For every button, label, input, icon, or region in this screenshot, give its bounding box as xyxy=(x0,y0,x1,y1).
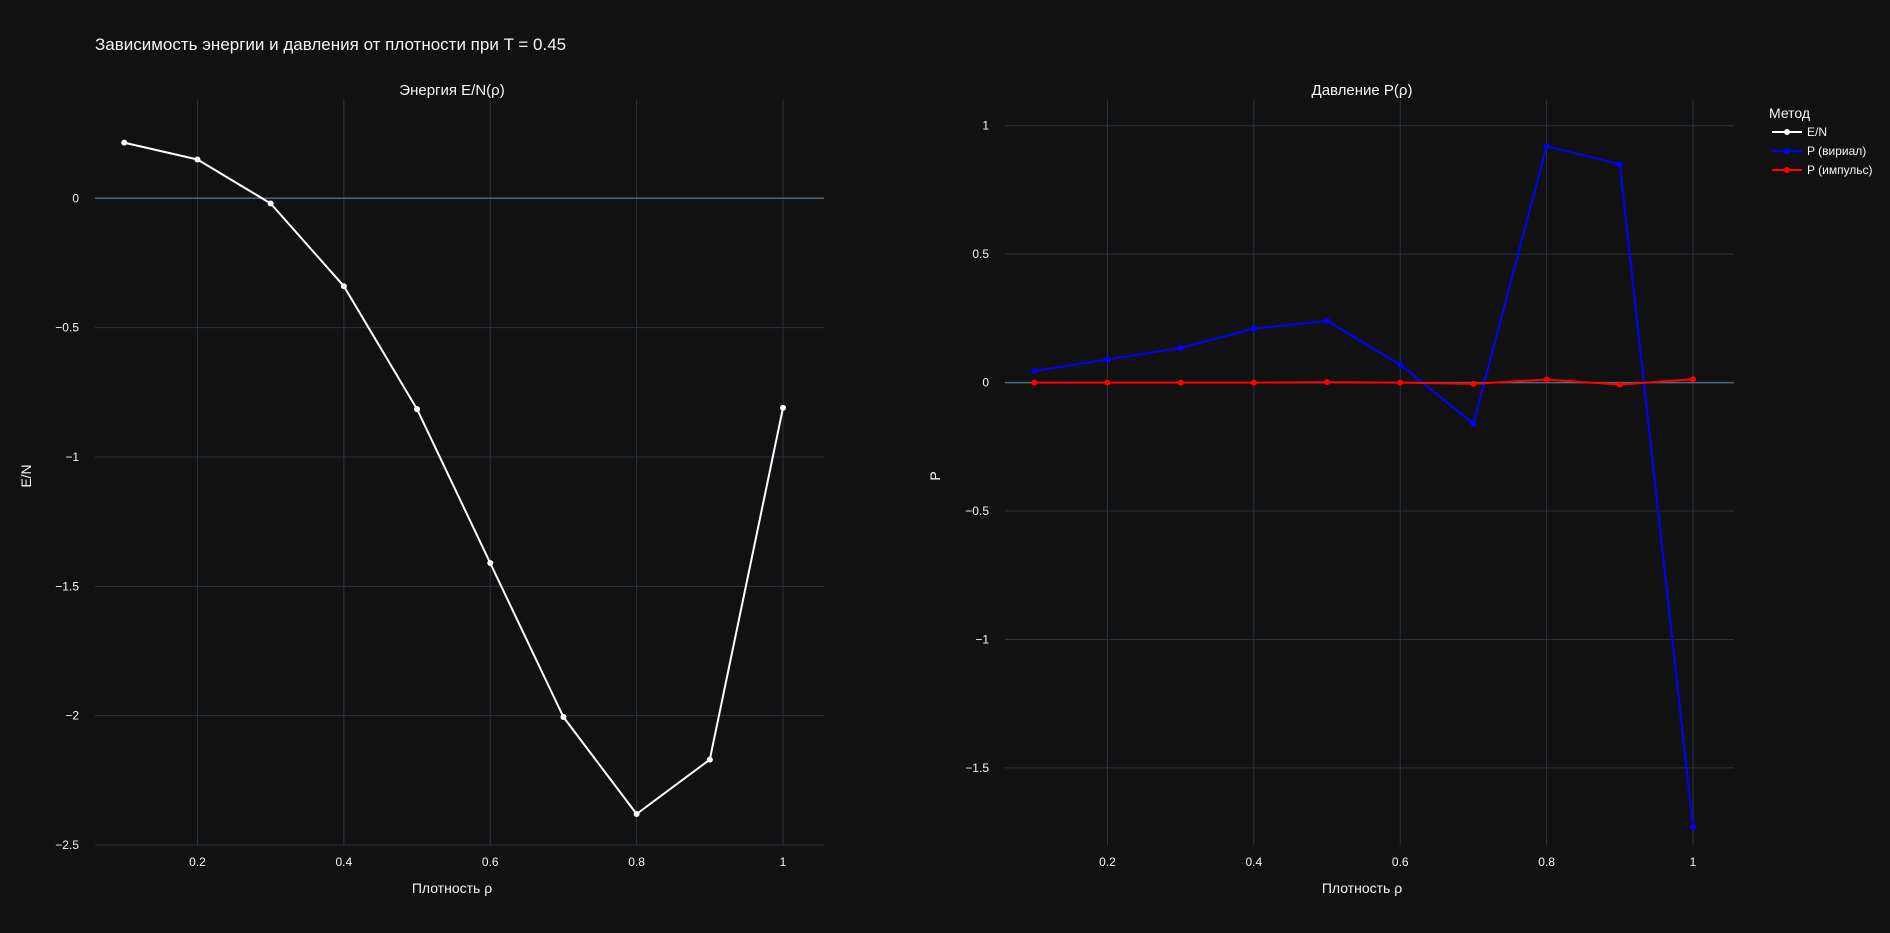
energy-subplot-title: Энергия E/N(ρ) xyxy=(399,82,504,99)
pressure-data-point[interactable] xyxy=(1616,161,1623,168)
energy-data-point[interactable] xyxy=(780,404,787,411)
energy-y-tick-label: −1 xyxy=(65,450,79,464)
pressure-data-point[interactable] xyxy=(1031,379,1038,386)
energy-data-point[interactable] xyxy=(414,406,421,413)
legend-item[interactable]: E/N xyxy=(1772,125,1827,139)
energy-x-tick-label: 0.8 xyxy=(628,855,645,869)
energy-data-point[interactable] xyxy=(121,139,128,146)
energy-data-point[interactable] xyxy=(706,756,713,763)
pressure-data-point[interactable] xyxy=(1104,379,1111,386)
energy-y-axis-label: E/N xyxy=(18,464,34,487)
energy-data-point[interactable] xyxy=(267,200,274,207)
pressure-subplot-title: Давление P(ρ) xyxy=(1312,82,1413,99)
pressure-y-axis-label: P xyxy=(927,471,943,480)
legend-marker-swatch xyxy=(1784,148,1790,154)
energy-y-tick-label: 0 xyxy=(72,191,79,205)
pressure-y-tick-label: 0.5 xyxy=(972,247,989,261)
legend-marker-swatch xyxy=(1784,129,1790,135)
legend: Метод E/N P (вириал) P (импульс) xyxy=(1769,105,1873,177)
pressure-x-tick-label: 0.6 xyxy=(1392,855,1409,869)
legend-item[interactable]: P (вириал) xyxy=(1772,144,1866,158)
pressure-y-tick-label: 1 xyxy=(982,119,989,133)
legend-item[interactable]: P (импульс) xyxy=(1772,163,1873,177)
pressure-x-axis-label: Плотность ρ xyxy=(1322,880,1402,896)
pressure-data-point[interactable] xyxy=(1543,376,1550,383)
pressure-y-tick-label: 0 xyxy=(982,376,989,390)
legend-item-label: P (импульс) xyxy=(1807,163,1873,177)
pressure-y-tick-label: −1 xyxy=(975,632,989,646)
energy-data-point[interactable] xyxy=(560,713,567,720)
pressure-data-point[interactable] xyxy=(1177,344,1184,351)
pressure-data-point[interactable] xyxy=(1690,824,1697,831)
pressure-x-tick-label: 0.4 xyxy=(1246,855,1263,869)
pressure-data-point[interactable] xyxy=(1031,368,1038,375)
energy-data-point[interactable] xyxy=(633,810,640,817)
pressure-data-point[interactable] xyxy=(1470,380,1477,387)
energy-x-axis-label: Плотность ρ xyxy=(412,880,492,896)
pressure-data-point[interactable] xyxy=(1104,356,1111,363)
pressure-data-point[interactable] xyxy=(1616,381,1623,388)
pressure-x-tick-label: 1 xyxy=(1690,855,1697,869)
figure-title: Зависимость энергии и давления от плотно… xyxy=(95,35,566,54)
pressure-data-point[interactable] xyxy=(1324,379,1331,386)
legend-marker-swatch xyxy=(1784,167,1790,173)
pressure-y-tick-label: −1.5 xyxy=(965,761,989,775)
pressure-data-point[interactable] xyxy=(1470,420,1477,427)
pressure-data-point[interactable] xyxy=(1397,379,1404,386)
pressure-subplot: 0.2 0.4 0.6 0.8 1 1 0.5 0 −0.5 −1 −1.5 Давление P(… xyxy=(927,82,1734,896)
pressure-y-tick-label: −0.5 xyxy=(965,504,989,518)
pressure-x-tick-label: 0.8 xyxy=(1538,855,1555,869)
legend-item-label: E/N xyxy=(1807,125,1827,139)
pressure-data-point[interactable] xyxy=(1250,325,1257,332)
pressure-data-point[interactable] xyxy=(1177,379,1184,386)
energy-data-point[interactable] xyxy=(194,156,201,163)
pressure-data-point[interactable] xyxy=(1397,361,1404,368)
pressure-data-point[interactable] xyxy=(1543,143,1550,150)
pressure-series-line-2 xyxy=(1034,378,1694,386)
energy-y-tick-label: −2 xyxy=(65,709,79,723)
energy-y-tick-label: −2.5 xyxy=(55,838,79,852)
energy-data-point[interactable] xyxy=(340,283,347,290)
energy-data-point[interactable] xyxy=(487,560,494,567)
pressure-data-point[interactable] xyxy=(1250,379,1257,386)
pressure-data-point[interactable] xyxy=(1690,376,1697,383)
pressure-data-point[interactable] xyxy=(1324,317,1331,324)
energy-subplot: 0.2 0.4 0.6 0.8 1 0 −0.5 −1 −1.5 −2 −2.5 Энергия E… xyxy=(18,82,824,896)
legend-title: Метод xyxy=(1769,105,1810,121)
energy-series-line-1 xyxy=(124,141,784,815)
energy-x-tick-label: 1 xyxy=(780,855,787,869)
pressure-series-line-1 xyxy=(1034,145,1694,828)
energy-y-tick-label: −1.5 xyxy=(55,579,79,593)
pressure-x-tick-label: 0.2 xyxy=(1099,855,1116,869)
energy-x-tick-label: 0.4 xyxy=(336,855,353,869)
legend-item-label: P (вириал) xyxy=(1807,144,1866,158)
energy-x-tick-label: 0.2 xyxy=(189,855,206,869)
energy-y-tick-label: −0.5 xyxy=(55,321,79,335)
energy-x-tick-label: 0.6 xyxy=(482,855,499,869)
